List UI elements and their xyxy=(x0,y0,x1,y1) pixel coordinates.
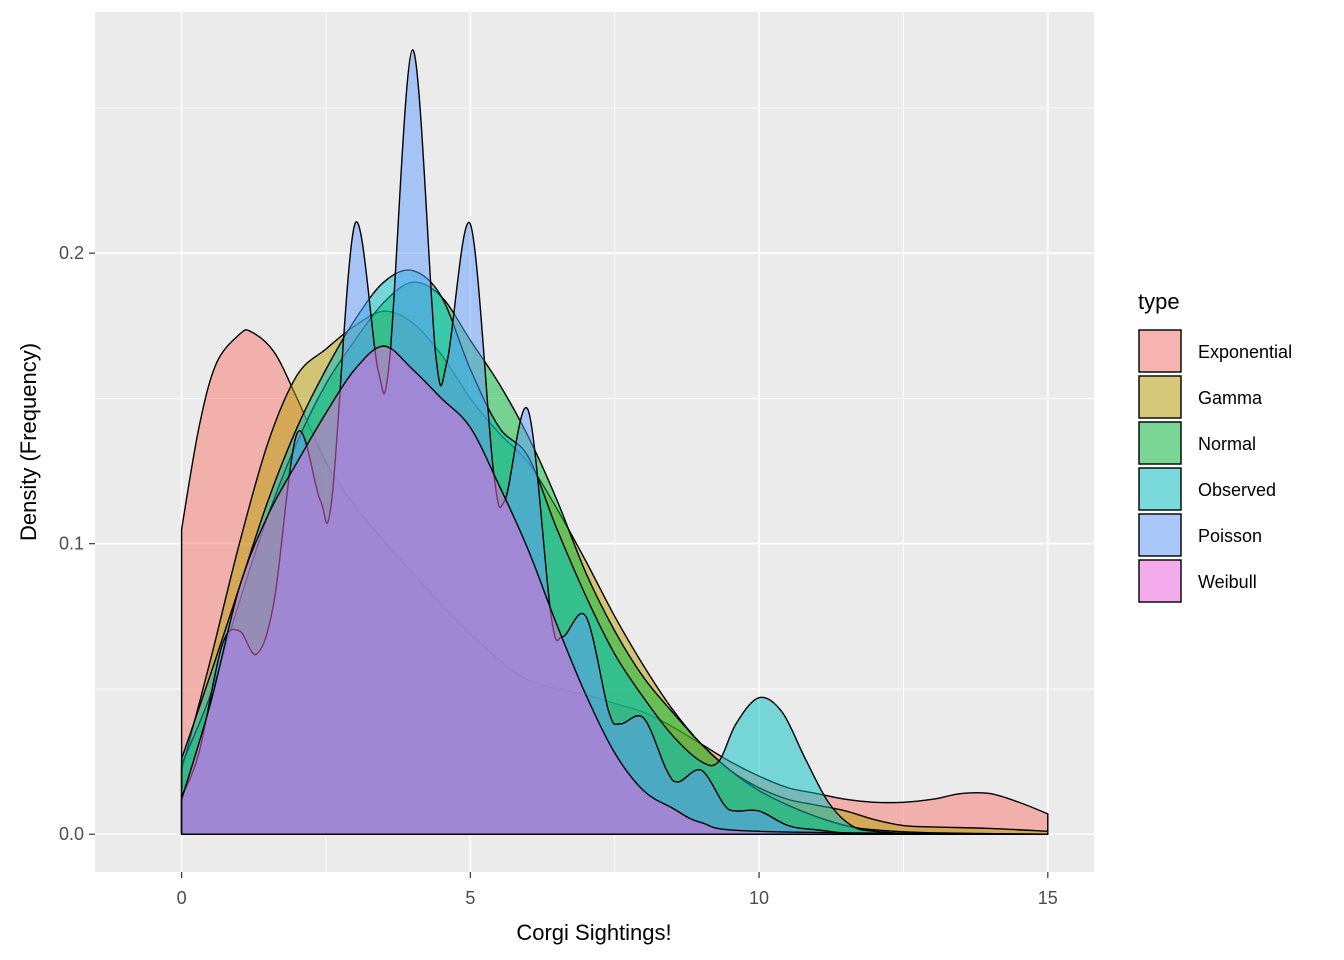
legend-item-exponential: Exponential xyxy=(1138,329,1292,373)
x-tick-label: 15 xyxy=(1038,888,1058,908)
legend-swatch-poisson xyxy=(1138,513,1182,557)
legend-item-observed: Observed xyxy=(1138,467,1276,511)
legend-swatch-observed xyxy=(1138,467,1182,511)
legend-swatch-exponential xyxy=(1138,329,1182,373)
legend-label-poisson: Poisson xyxy=(1198,526,1262,546)
y-axis-ticks: 0.0 0.1 0.2 xyxy=(59,243,95,844)
legend-label-weibull: Weibull xyxy=(1198,572,1257,592)
legend-swatch-gamma xyxy=(1138,375,1182,419)
x-tick-label: 0 xyxy=(177,888,187,908)
x-axis-title: Corgi Sightings! xyxy=(516,920,671,945)
legend-label-normal: Normal xyxy=(1198,434,1256,454)
y-tick-label: 0.0 xyxy=(59,824,84,844)
legend-label-gamma: Gamma xyxy=(1198,388,1263,408)
legend-swatch-weibull xyxy=(1138,559,1182,603)
x-tick-label: 10 xyxy=(749,888,769,908)
legend: Exponential Gamma Normal Observed Poisson Wei… xyxy=(1138,329,1292,603)
legend-label-observed: Observed xyxy=(1198,480,1276,500)
legend-item-poisson: Poisson xyxy=(1138,513,1262,557)
legend-swatch-normal xyxy=(1138,421,1182,465)
y-tick-label: 0.2 xyxy=(59,243,84,263)
density-area-weibull xyxy=(180,345,1049,835)
y-tick-label: 0.1 xyxy=(59,534,84,554)
legend-title: type xyxy=(1138,289,1180,314)
density-areas xyxy=(180,49,1049,835)
y-axis-title: Density (Frequency) xyxy=(16,343,41,541)
x-axis-ticks: 0 5 10 15 xyxy=(177,872,1058,908)
legend-item-gamma: Gamma xyxy=(1138,375,1263,419)
x-tick-label: 5 xyxy=(465,888,475,908)
legend-item-normal: Normal xyxy=(1138,421,1256,465)
legend-item-weibull: Weibull xyxy=(1138,559,1257,603)
legend-label-exponential: Exponential xyxy=(1198,342,1292,362)
